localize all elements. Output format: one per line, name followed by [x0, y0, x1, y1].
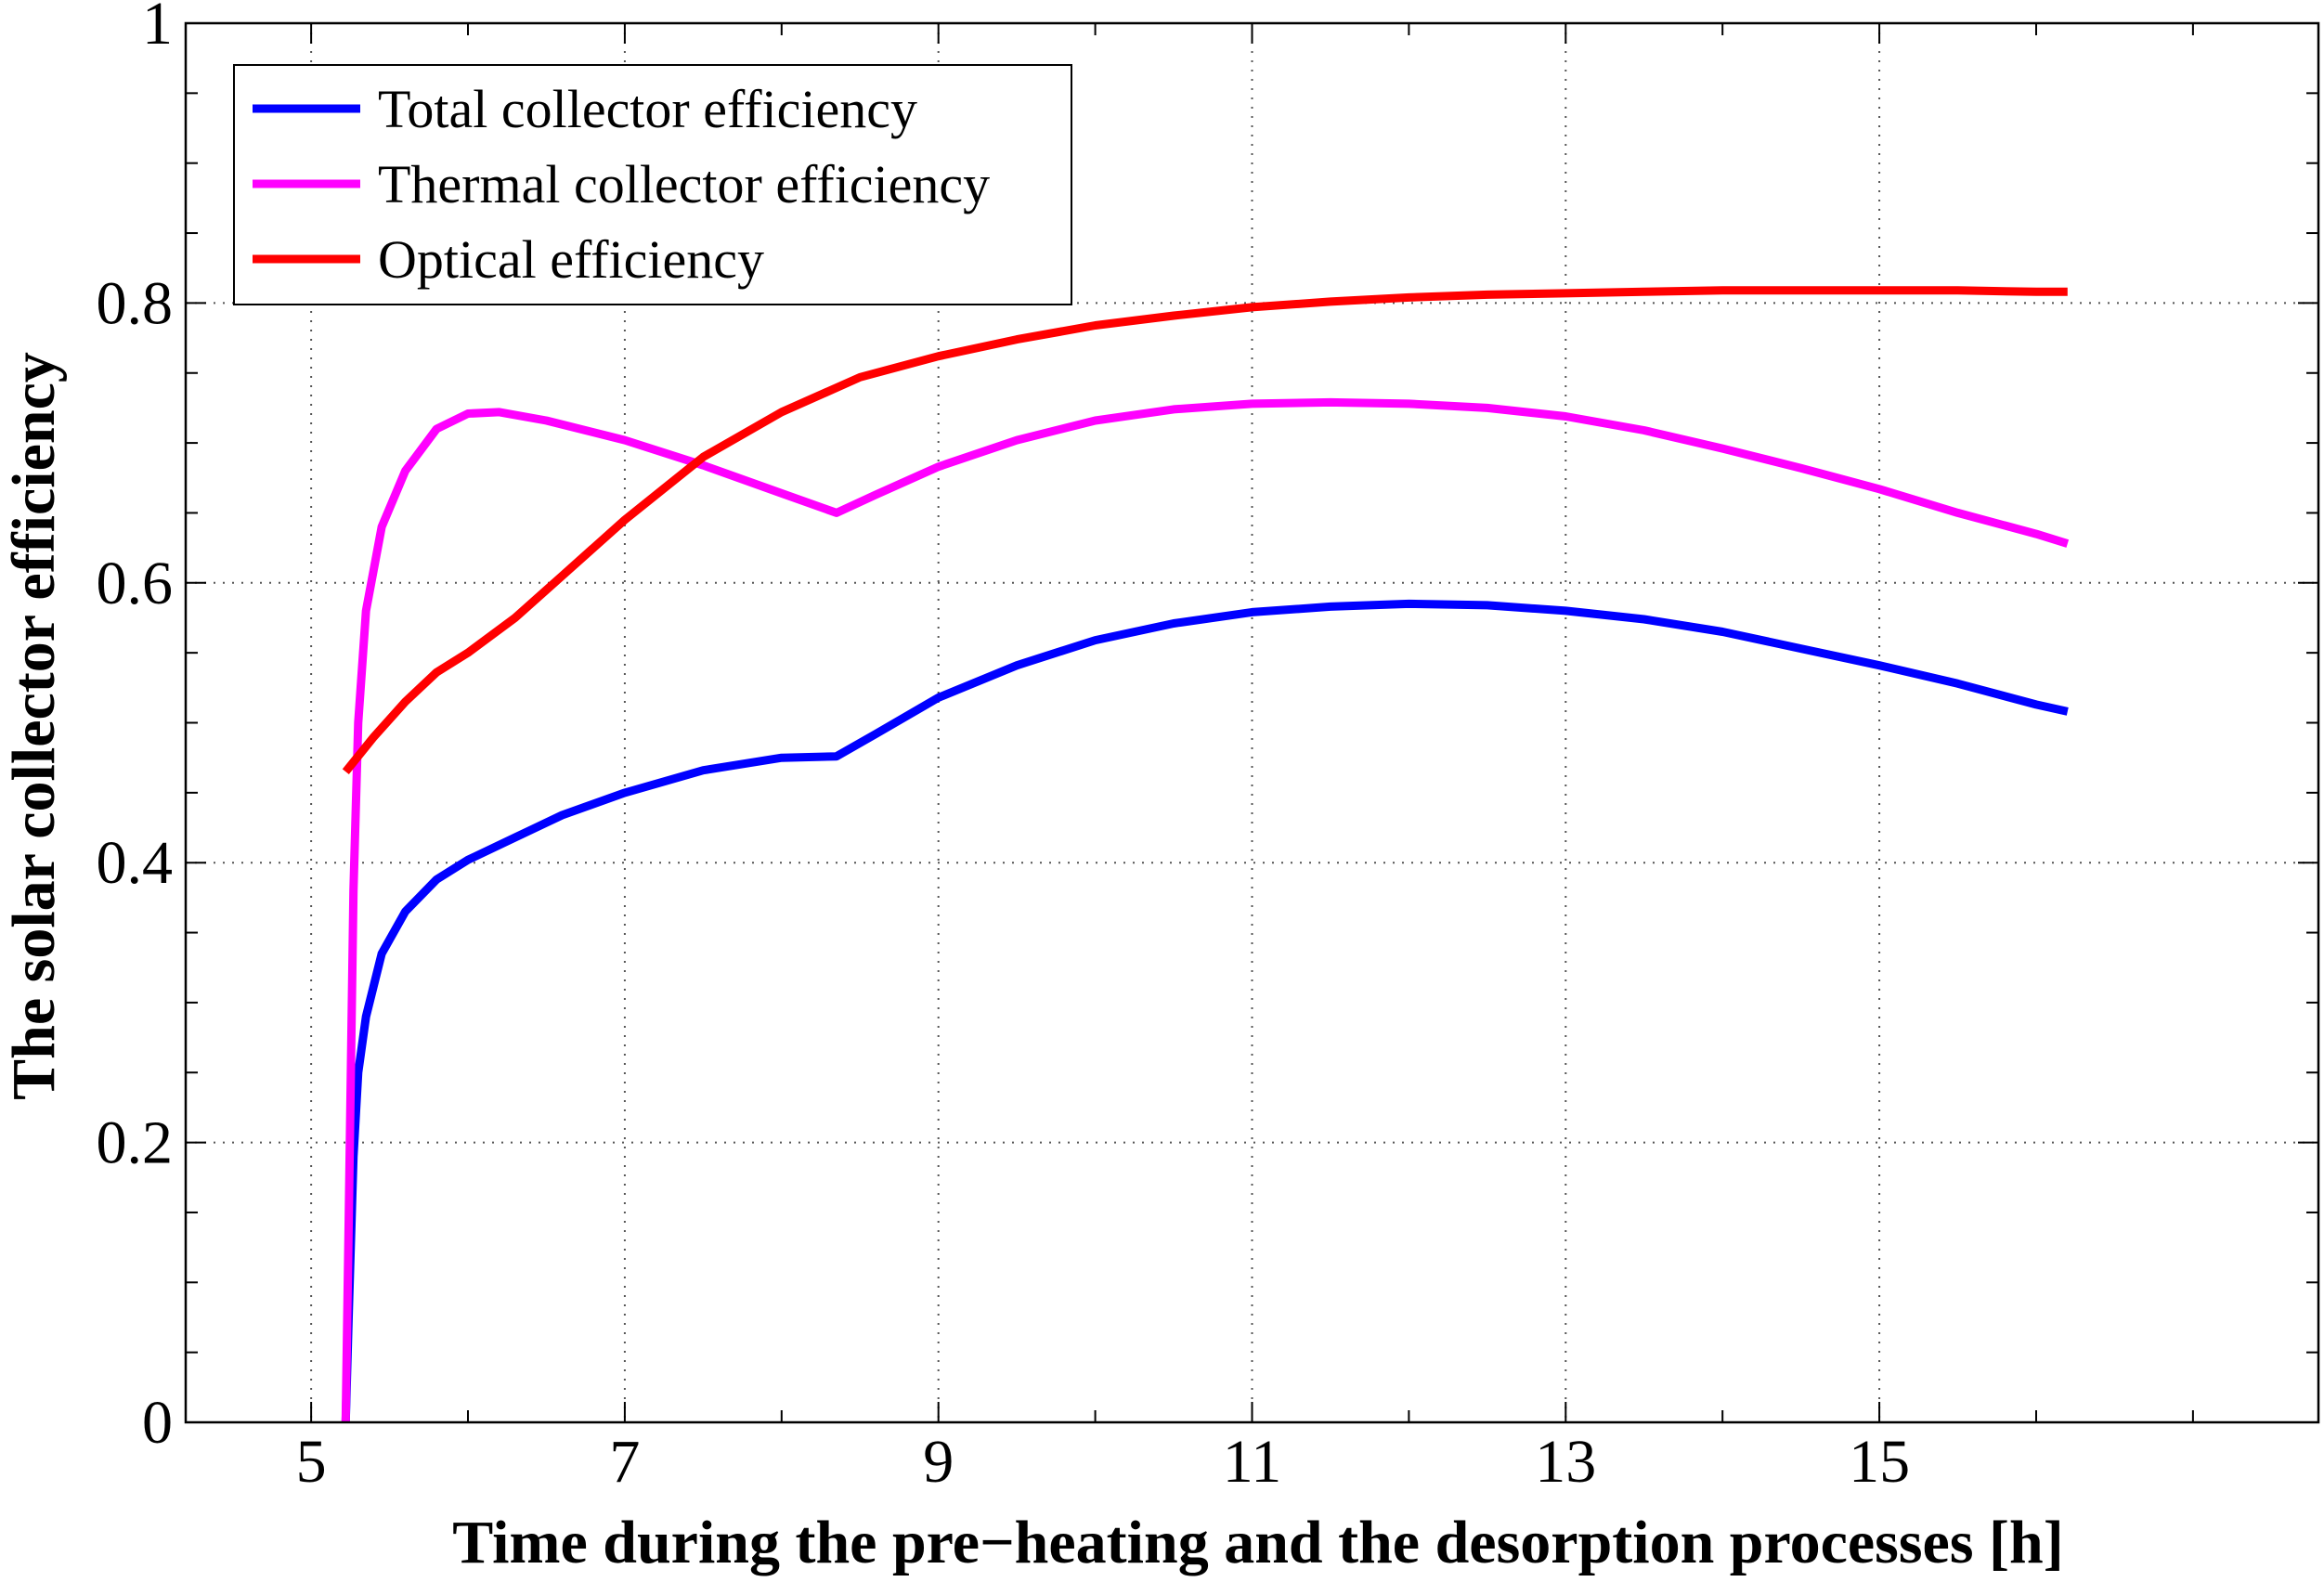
- y-tick-label-0: 0: [142, 1389, 173, 1457]
- x-tick-label-0: 5: [296, 1428, 327, 1496]
- y-axis-label: The solar collector efficiency: [0, 352, 68, 1100]
- x-tick-label-1: 7: [609, 1428, 640, 1496]
- legend: Total collector efficiency Thermal colle…: [233, 64, 1072, 305]
- series-line-2: [342, 286, 2068, 775]
- y-tick-label-5: 1: [142, 0, 173, 58]
- y-tick-label-1: 0.2: [97, 1109, 174, 1177]
- series-layer: [341, 286, 2070, 1423]
- legend-label-total: Total collector efficiency: [378, 79, 917, 139]
- series-line-1: [341, 397, 2070, 1423]
- x-tick-label-4: 13: [1535, 1428, 1596, 1496]
- x-tick-label-2: 9: [923, 1428, 954, 1496]
- y-tick-label-4: 0.8: [97, 269, 174, 337]
- y-tick-label-3: 0.6: [97, 550, 174, 617]
- tick-labels: 5 7 9 11 13 15 0 0.2 0.4 0.6 0.8 1: [97, 0, 1911, 1496]
- legend-label-optical: Optical efficiency: [378, 229, 764, 290]
- y-tick-label-2: 0.4: [97, 829, 174, 897]
- legend-label-thermal: Thermal collector efficiency: [378, 154, 990, 214]
- x-axis-label: Time during the pre−heating and the deso…: [452, 1509, 2063, 1576]
- legend-box: [233, 64, 1072, 305]
- series-line-0: [341, 599, 2069, 1423]
- axes: [184, 21, 2320, 1424]
- x-tick-label-3: 11: [1223, 1428, 1282, 1496]
- x-tick-label-5: 15: [1849, 1428, 1910, 1496]
